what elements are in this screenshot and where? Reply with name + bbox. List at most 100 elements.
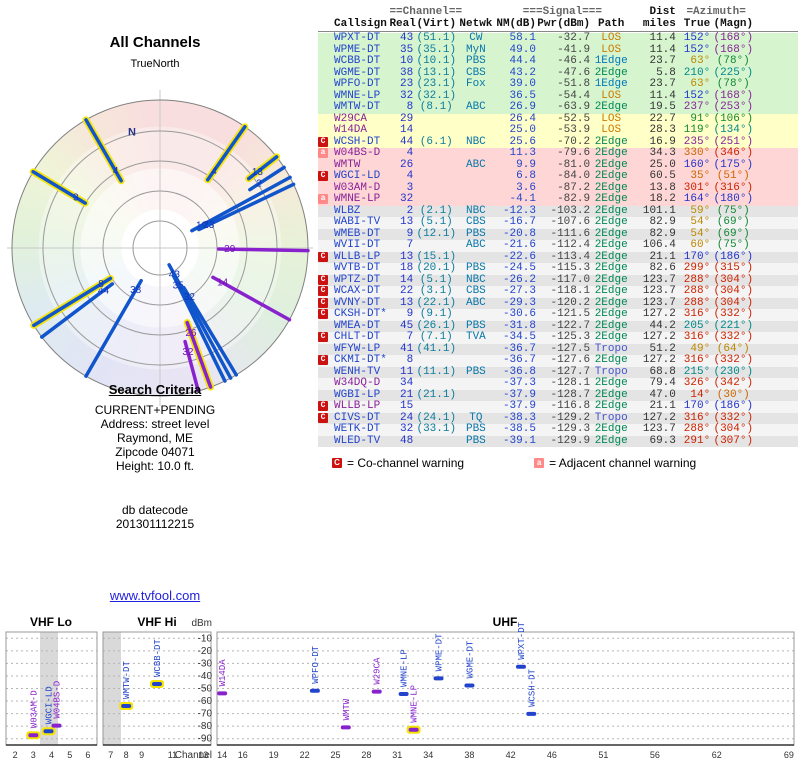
table-row: WMEA-DT 45 (26.1) PBS -31.8 -122.7 2Edge 44.2 20… xyxy=(318,320,798,332)
signal-strength-chart: VHF Lo VHF Hi UHFdBm-10-20-30-40-50-60-70-… xyxy=(5,615,795,761)
svg-text:2: 2 xyxy=(256,179,262,190)
svg-text:29: 29 xyxy=(224,244,236,255)
svg-text:35: 35 xyxy=(173,280,185,291)
svg-text:62: 62 xyxy=(712,750,722,760)
svg-text:3: 3 xyxy=(31,750,36,760)
table-row: WGME-DT 38 (13.1) CBS 43.2 -47.6 2Edge 5.8 210°(… xyxy=(318,67,798,79)
table-row: WVII-DT 7 ABC -21.6 -112.4 2Edge 106.4 60° (75°) xyxy=(318,239,798,252)
svg-text:5: 5 xyxy=(67,750,72,760)
co-channel-warning-icon: C xyxy=(318,355,328,365)
warning-legend: C = Co-channel warning a = Adjacent chan… xyxy=(332,456,696,470)
table-row: C WGCI-LD 4 6.8 -84.0 2Edge 60.5 35° (51°) xyxy=(318,170,798,183)
table-row: a W04BS-D 4 11.3 -79.6 2Edge 34.3 330° (346°) xyxy=(318,147,798,160)
svg-text:14: 14 xyxy=(217,278,229,289)
table-row: WABI-TV 13 (5.1) CBS -16.7 -107.6 2Edge 82.9 54°… xyxy=(318,216,798,229)
db-datecode-value: 201301112215 xyxy=(115,517,195,531)
svg-text:-60: -60 xyxy=(198,696,213,707)
svg-text:16: 16 xyxy=(238,750,248,760)
svg-text:14: 14 xyxy=(217,750,227,760)
table-row: WGBI-LP 21 (21.1) -37.9 -128.7 2Edge 47.0 14° (3… xyxy=(318,389,798,401)
svg-text:-90: -90 xyxy=(198,734,213,745)
svg-text:38: 38 xyxy=(130,285,142,296)
adjacent-channel-warning-icon: a xyxy=(534,458,545,468)
svg-text:23: 23 xyxy=(203,220,215,231)
table-row: C WVNY-DT 13 (22.1) ABC -29.3 -120.2 2Edge 123.7… xyxy=(318,297,798,309)
svg-text:WPXT-DT: WPXT-DT xyxy=(517,621,527,659)
svg-text:N: N xyxy=(128,126,136,138)
radar-svg: 43353210233844829144264332213N xyxy=(7,90,313,406)
svg-text:4: 4 xyxy=(211,166,217,177)
svg-text:51: 51 xyxy=(598,750,608,760)
table-row: WPFO-DT 23 (23.1) Fox 39.0 -51.8 1Edge 23.7 63°(… xyxy=(318,78,798,91)
svg-text:8: 8 xyxy=(124,750,129,760)
svg-text:28: 28 xyxy=(361,750,371,760)
svg-text:69: 69 xyxy=(784,750,794,760)
co-channel-warning-icon: C xyxy=(318,309,328,319)
svg-text:WPME-DT: WPME-DT xyxy=(435,633,445,671)
table-row: WMEB-DT 9 (12.1) PBS -20.8 -111.6 2Edge 82.9 54°… xyxy=(318,228,798,240)
table-row: WENH-TV 11 (11.1) PBS -36.8 -127.7 Tropo 68.8 21… xyxy=(318,366,798,378)
search-height: Height: 10.0 ft. xyxy=(115,459,195,473)
table-row: C WLLB-LP 15 -37.9 -116.8 2Edge 21.1 170° (186°) xyxy=(318,400,798,413)
svg-text:UHF: UHF xyxy=(493,615,518,629)
table-row: W14DA 14 25.0 -53.9 LOS 28.3 119° (134°) xyxy=(318,124,798,137)
svg-text:4: 4 xyxy=(49,750,54,760)
search-criteria-heading: Search Criteria xyxy=(108,382,202,397)
co-channel-warning-icon: C xyxy=(318,136,328,147)
svg-text:W03AM-D: W03AM-D xyxy=(29,690,39,728)
adjacent-channel-legend-text: = Adjacent channel warning xyxy=(549,456,697,470)
svg-text:3: 3 xyxy=(73,192,79,203)
table-row: WETK-DT 32 (33.1) PBS -38.5 -129.3 2Edge 123.7 2… xyxy=(318,423,798,436)
tvfool-link[interactable]: www.tvfool.com xyxy=(109,588,201,603)
table-column-header: Callsign Real(Virt) Netwk NM(dB)Pwr(dBm) Pat… xyxy=(318,18,798,32)
svg-text:WPFO-DT: WPFO-DT xyxy=(311,645,321,683)
co-channel-legend-text: = Co-channel warning xyxy=(347,456,465,470)
svg-text:34: 34 xyxy=(423,750,433,760)
svg-text:6: 6 xyxy=(85,750,90,760)
svg-text:2: 2 xyxy=(13,750,18,760)
svg-text:WCSH-DT: WCSH-DT xyxy=(527,668,537,706)
svg-text:W14DA: W14DA xyxy=(218,659,228,687)
table-row: C CIVS-DT 24 (24.1) TQ -38.3 -129.2 Tropo 127.2 3… xyxy=(318,412,798,424)
table-row: WMNE-LP 32 (32.1) 36.5 -54.4 LOS 11.4 152° (168°… xyxy=(318,90,798,102)
svg-text:dBm: dBm xyxy=(191,618,212,629)
table-row: WMTW 26 ABC 9.9 -81.0 2Edge 25.0 160° (175°) xyxy=(318,159,798,171)
table-row: C CKMI-DT* 8 -36.7 -127.6 2Edge 127.2 316° (332°… xyxy=(318,354,798,367)
svg-text:-50: -50 xyxy=(198,684,213,695)
svg-text:WMTW: WMTW xyxy=(342,698,352,720)
co-channel-warning-icon: C xyxy=(318,332,328,342)
svg-text:11: 11 xyxy=(168,750,177,760)
table-row: a WMNE-LP 32 -4.1 -82.9 2Edge 18.2 164° (180°) xyxy=(318,193,798,206)
svg-text:WGME-DT: WGME-DT xyxy=(465,640,475,678)
svg-text:44: 44 xyxy=(98,286,110,297)
co-channel-warning-icon: C xyxy=(318,171,328,181)
svg-text:VHF Hi: VHF Hi xyxy=(137,615,176,629)
svg-text:19: 19 xyxy=(269,750,279,760)
search-address: Address: street level xyxy=(100,417,210,431)
table-row: WVTB-DT 18 (20.1) PBS -24.5 -115.3 2Edge 82.6 29… xyxy=(318,262,798,275)
table-row: WLBZ 2 (2.1) NBC -12.3 -103.2 2Edge 101.1 59° (75… xyxy=(318,205,798,217)
table-row: WLED-TV 48 PBS -39.1 -129.9 2Edge 69.3 291° (307… xyxy=(318,435,798,447)
svg-text:32: 32 xyxy=(184,292,196,303)
co-channel-warning-icon: C xyxy=(318,286,328,296)
svg-text:-80: -80 xyxy=(198,721,213,732)
svg-text:9: 9 xyxy=(139,750,144,760)
table-row: C WCSH-DT 44 (6.1) NBC 25.6 -70.2 2Edge 16.9 235°… xyxy=(318,136,798,148)
svg-text:-10: -10 xyxy=(198,633,213,644)
db-datecode-label: db datecode xyxy=(121,503,189,517)
search-city: Raymond, ME xyxy=(116,431,194,445)
co-channel-legend-item: C = Co-channel warning xyxy=(332,456,464,470)
svg-text:VHF Lo: VHF Lo xyxy=(30,615,72,629)
svg-text:46: 46 xyxy=(547,750,557,760)
svg-text:56: 56 xyxy=(650,750,660,760)
svg-text:-70: -70 xyxy=(198,709,213,720)
svg-text:7: 7 xyxy=(108,750,113,760)
table-row: C WPTZ-DT 14 (5.1) NBC -26.2 -117.0 2Edge 123.7 2… xyxy=(318,274,798,286)
svg-text:W04BS-D: W04BS-D xyxy=(53,681,63,719)
adjacent-channel-legend-item: a = Adjacent channel warning xyxy=(534,456,696,470)
svg-text:WGCI-LD: WGCI-LD xyxy=(45,686,55,724)
svg-text:42: 42 xyxy=(506,750,516,760)
table-row: C WCAX-DT 22 (3.1) CBS -27.3 -118.1 2Edge 123.7 2… xyxy=(318,285,798,298)
svg-text:4: 4 xyxy=(113,166,119,177)
